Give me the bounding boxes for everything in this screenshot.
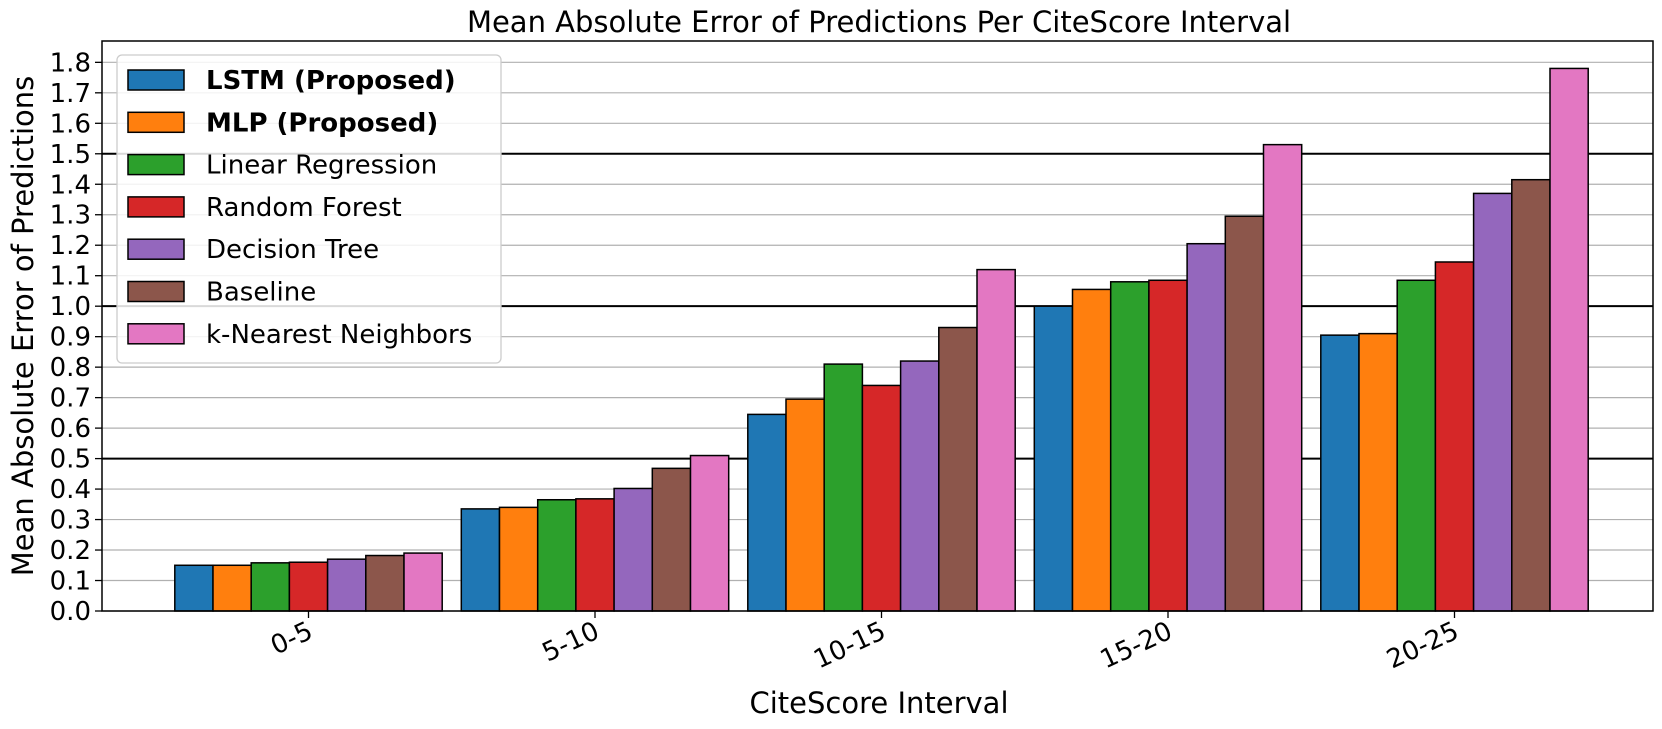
bar bbox=[1186, 242, 1227, 612]
legend-box bbox=[116, 54, 502, 364]
bar bbox=[899, 360, 940, 612]
legend-label: Linear Regression bbox=[206, 151, 437, 181]
legend-swatch bbox=[127, 153, 185, 176]
y-tick-label: 0.1 bbox=[50, 567, 91, 597]
bar bbox=[651, 467, 692, 612]
bar bbox=[1224, 215, 1265, 612]
y-tick-label: 0.3 bbox=[50, 506, 91, 536]
bar bbox=[689, 454, 730, 612]
y-tick-label: 0.0 bbox=[50, 597, 91, 627]
bar bbox=[1148, 279, 1188, 612]
y-tick-label: 0.2 bbox=[50, 536, 91, 566]
bar bbox=[403, 552, 443, 612]
bar bbox=[1549, 67, 1589, 612]
bar bbox=[1434, 261, 1475, 612]
y-tick-label: 0.7 bbox=[50, 384, 91, 414]
bar bbox=[823, 363, 864, 612]
bar bbox=[976, 268, 1016, 612]
legend-swatch bbox=[127, 111, 185, 134]
bar bbox=[460, 508, 501, 612]
y-tick-label: 1.5 bbox=[50, 140, 91, 170]
x-tick-label: 0-5 bbox=[266, 616, 317, 661]
x-tick-label: 20-25 bbox=[1382, 616, 1463, 675]
bar bbox=[498, 506, 539, 612]
y-tick-label: 1.7 bbox=[50, 79, 91, 109]
legend-label: MLP (Proposed) bbox=[206, 108, 438, 138]
y-tick-label: 0.6 bbox=[50, 414, 91, 444]
bar bbox=[365, 554, 405, 612]
legend-swatch bbox=[127, 196, 185, 218]
y-tick-label: 1.2 bbox=[50, 231, 91, 261]
legend-swatch bbox=[127, 323, 185, 345]
y-tick-label: 1.3 bbox=[50, 201, 91, 231]
legend-swatch bbox=[127, 238, 185, 260]
bar bbox=[1109, 281, 1150, 612]
legend-label: LSTM (Proposed) bbox=[206, 66, 456, 96]
y-tick-label: 0.8 bbox=[50, 353, 91, 383]
x-axis-title: CiteScore Interval bbox=[749, 686, 1008, 720]
bars bbox=[174, 67, 1589, 612]
x-axis-ticks: 0-5 5-10 10-15 15-20 20-25 bbox=[266, 611, 1463, 675]
x-tick-label: 10-15 bbox=[809, 616, 890, 675]
bar bbox=[861, 384, 902, 612]
legend-swatch bbox=[127, 69, 185, 91]
bar bbox=[1071, 288, 1112, 612]
plot-frame bbox=[101, 40, 1654, 612]
y-tick-label: 1.8 bbox=[50, 48, 91, 78]
bar bbox=[536, 498, 577, 612]
y-tick-label: 0.5 bbox=[50, 445, 91, 475]
legend: LSTM (Proposed) MLP (Proposed) Linear Regr… bbox=[116, 54, 502, 364]
y-axis-title: Mean Absolute Error of Predictions bbox=[6, 76, 40, 576]
bar bbox=[1320, 334, 1360, 612]
bar bbox=[747, 413, 787, 612]
bar bbox=[1358, 332, 1398, 612]
legend-label: Baseline bbox=[206, 278, 316, 308]
y-tick-label: 1.4 bbox=[50, 170, 91, 200]
bar bbox=[938, 326, 978, 612]
chart-title: Mean Absolute Error of Predictions Per C… bbox=[467, 5, 1291, 39]
legend-label: Decision Tree bbox=[206, 235, 379, 265]
bar bbox=[326, 558, 367, 612]
y-tick-label: 0.9 bbox=[50, 323, 91, 353]
bar bbox=[212, 564, 252, 612]
y-tick-label: 1.0 bbox=[50, 292, 91, 322]
bar bbox=[785, 398, 825, 612]
bar bbox=[613, 487, 654, 612]
bar bbox=[1262, 143, 1303, 612]
x-tick-label: 15-20 bbox=[1096, 616, 1177, 675]
y-tick-label: 1.1 bbox=[50, 262, 91, 292]
y-tick-label: 1.6 bbox=[50, 109, 91, 139]
bar bbox=[250, 562, 291, 612]
legend-label: k-Nearest Neighbors bbox=[206, 320, 472, 350]
legend-label: Random Forest bbox=[206, 193, 402, 223]
bar bbox=[1511, 178, 1551, 612]
legend-swatch bbox=[127, 280, 185, 303]
x-tick-label: 5-10 bbox=[538, 616, 604, 668]
bar bbox=[288, 561, 329, 612]
y-tick-label: 0.4 bbox=[50, 475, 91, 505]
bar bbox=[174, 564, 214, 612]
bar bbox=[1472, 192, 1513, 612]
y-axis-ticks: 0.00.10.20.30.40.50.60.70.80.91.01.11.21… bbox=[50, 48, 102, 627]
bar bbox=[575, 498, 615, 612]
bar bbox=[1033, 305, 1074, 612]
bar bbox=[1396, 279, 1437, 612]
